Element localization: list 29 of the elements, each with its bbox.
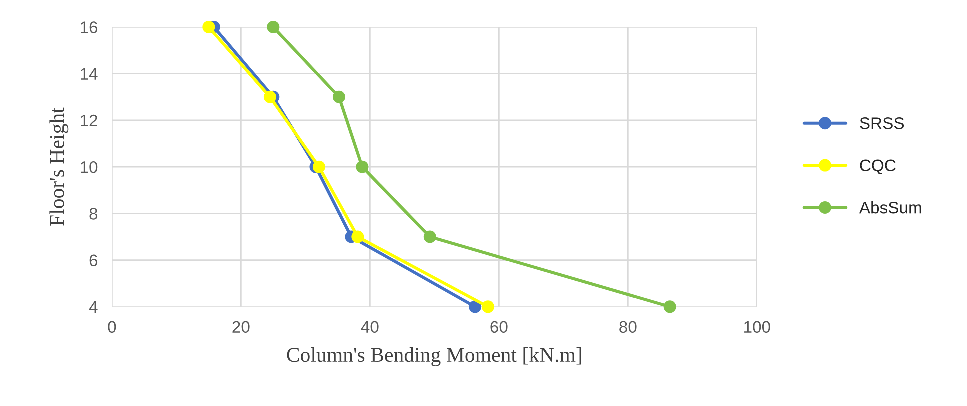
x-tick-label: 20 — [232, 321, 250, 334]
point — [356, 160, 369, 174]
point — [482, 300, 494, 314]
point — [332, 90, 346, 104]
point — [424, 230, 436, 244]
x-tick-label: 60 — [490, 321, 508, 334]
legend-label: SRSS — [860, 118, 904, 130]
x-tick-label: 0 — [108, 321, 116, 334]
point — [312, 160, 326, 174]
y-tick-label: 12 — [81, 114, 98, 126]
point — [264, 90, 276, 104]
point — [202, 20, 216, 34]
y-tick-label: 6 — [90, 254, 98, 267]
x-axis-title: Column's Bending Moment [kN.m] — [287, 347, 582, 366]
point — [352, 230, 364, 244]
legend-label: CQC — [860, 160, 896, 175]
x-tick-label: 100 — [744, 321, 770, 334]
y-tick-label: 4 — [89, 302, 98, 313]
point — [664, 300, 676, 314]
legend-label: AbsSum — [859, 202, 922, 214]
x-tick-label: 80 — [620, 321, 637, 334]
y-tick-label: 8 — [90, 208, 98, 220]
point — [469, 300, 482, 314]
y-axis-title: Floor's Height — [50, 108, 69, 226]
y-tick-label: 16 — [81, 22, 98, 34]
y-tick-label: 10 — [81, 161, 98, 174]
point — [267, 20, 280, 34]
y-tick-label: 14 — [81, 68, 98, 80]
x-tick-label: 40 — [361, 321, 379, 334]
